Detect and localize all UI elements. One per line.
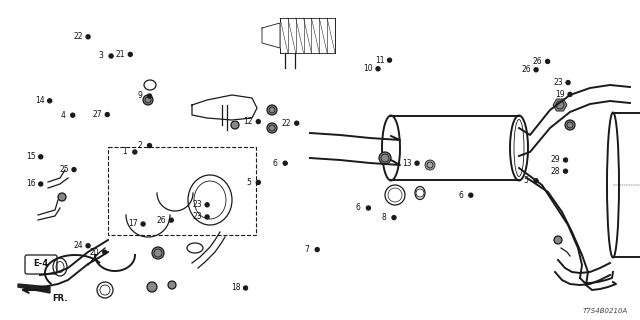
Circle shape bbox=[148, 144, 152, 148]
Circle shape bbox=[72, 168, 76, 172]
Text: 9: 9 bbox=[137, 92, 142, 100]
Text: 24: 24 bbox=[73, 241, 83, 250]
Circle shape bbox=[205, 203, 209, 207]
Text: 20: 20 bbox=[90, 248, 100, 257]
Text: 8: 8 bbox=[381, 213, 387, 222]
Text: 4: 4 bbox=[60, 111, 65, 120]
Polygon shape bbox=[192, 95, 257, 120]
Circle shape bbox=[38, 155, 43, 159]
Text: 26: 26 bbox=[156, 216, 166, 225]
Circle shape bbox=[133, 150, 137, 154]
Circle shape bbox=[283, 161, 287, 165]
Circle shape bbox=[256, 120, 260, 124]
Text: 23: 23 bbox=[553, 78, 563, 87]
Circle shape bbox=[554, 236, 562, 244]
Circle shape bbox=[379, 152, 391, 164]
Text: 27: 27 bbox=[92, 110, 102, 119]
Circle shape bbox=[388, 58, 392, 62]
Circle shape bbox=[568, 92, 572, 96]
Text: 13: 13 bbox=[402, 159, 412, 168]
Text: 2: 2 bbox=[137, 141, 142, 150]
Circle shape bbox=[109, 54, 113, 58]
Circle shape bbox=[425, 160, 435, 170]
Circle shape bbox=[415, 161, 419, 165]
Circle shape bbox=[267, 105, 277, 115]
Text: 3: 3 bbox=[99, 52, 104, 60]
Bar bbox=[108, 147, 256, 235]
Text: 22: 22 bbox=[74, 32, 83, 41]
Text: T7S4B0210A: T7S4B0210A bbox=[583, 308, 628, 314]
Circle shape bbox=[143, 95, 153, 105]
Text: 10: 10 bbox=[363, 64, 373, 73]
Circle shape bbox=[392, 216, 396, 220]
Circle shape bbox=[168, 281, 176, 289]
Circle shape bbox=[58, 193, 66, 201]
Text: 11: 11 bbox=[375, 56, 384, 65]
Circle shape bbox=[47, 99, 52, 103]
Circle shape bbox=[38, 182, 43, 186]
Circle shape bbox=[545, 60, 550, 63]
Circle shape bbox=[169, 218, 173, 222]
Text: 16: 16 bbox=[26, 180, 36, 188]
Polygon shape bbox=[18, 284, 50, 293]
Circle shape bbox=[534, 179, 538, 183]
Text: 12: 12 bbox=[244, 117, 253, 126]
Circle shape bbox=[152, 247, 164, 259]
Circle shape bbox=[564, 158, 568, 162]
Circle shape bbox=[295, 121, 299, 125]
Text: 6: 6 bbox=[356, 204, 361, 212]
Circle shape bbox=[267, 123, 277, 133]
Text: 23: 23 bbox=[192, 200, 202, 209]
Circle shape bbox=[86, 244, 90, 248]
Polygon shape bbox=[262, 23, 280, 48]
Text: 25: 25 bbox=[59, 165, 69, 174]
Text: 6: 6 bbox=[273, 159, 278, 168]
Circle shape bbox=[148, 94, 152, 98]
Circle shape bbox=[105, 113, 109, 116]
Text: 14: 14 bbox=[35, 96, 45, 105]
Text: E-4: E-4 bbox=[33, 260, 49, 268]
Text: 1: 1 bbox=[122, 148, 127, 156]
Circle shape bbox=[566, 81, 570, 84]
Circle shape bbox=[534, 68, 538, 72]
Text: 18: 18 bbox=[231, 284, 240, 292]
Circle shape bbox=[256, 180, 260, 184]
Text: 23: 23 bbox=[192, 212, 202, 221]
Circle shape bbox=[367, 206, 371, 210]
Text: 7: 7 bbox=[305, 245, 310, 254]
Text: 5: 5 bbox=[246, 178, 251, 187]
Text: 29: 29 bbox=[550, 156, 561, 164]
Text: 19: 19 bbox=[555, 90, 565, 99]
Text: 5: 5 bbox=[524, 176, 529, 185]
Circle shape bbox=[147, 282, 157, 292]
Circle shape bbox=[315, 248, 319, 252]
Circle shape bbox=[128, 52, 132, 56]
Circle shape bbox=[205, 215, 209, 219]
Text: FR.: FR. bbox=[52, 294, 67, 303]
Text: 21: 21 bbox=[116, 50, 125, 59]
Circle shape bbox=[564, 169, 568, 173]
Text: 15: 15 bbox=[26, 152, 36, 161]
Circle shape bbox=[102, 250, 107, 254]
Text: 6: 6 bbox=[458, 191, 463, 200]
Circle shape bbox=[243, 286, 248, 290]
Circle shape bbox=[141, 222, 145, 226]
Circle shape bbox=[376, 67, 380, 71]
Circle shape bbox=[86, 35, 90, 39]
Text: 28: 28 bbox=[551, 167, 560, 176]
Circle shape bbox=[231, 121, 239, 129]
Circle shape bbox=[565, 120, 575, 130]
Text: 26: 26 bbox=[532, 57, 543, 66]
Text: 22: 22 bbox=[282, 119, 291, 128]
Circle shape bbox=[468, 193, 473, 197]
Text: 17: 17 bbox=[128, 220, 138, 228]
Polygon shape bbox=[553, 99, 567, 111]
Text: 26: 26 bbox=[521, 65, 531, 74]
Circle shape bbox=[70, 113, 75, 117]
